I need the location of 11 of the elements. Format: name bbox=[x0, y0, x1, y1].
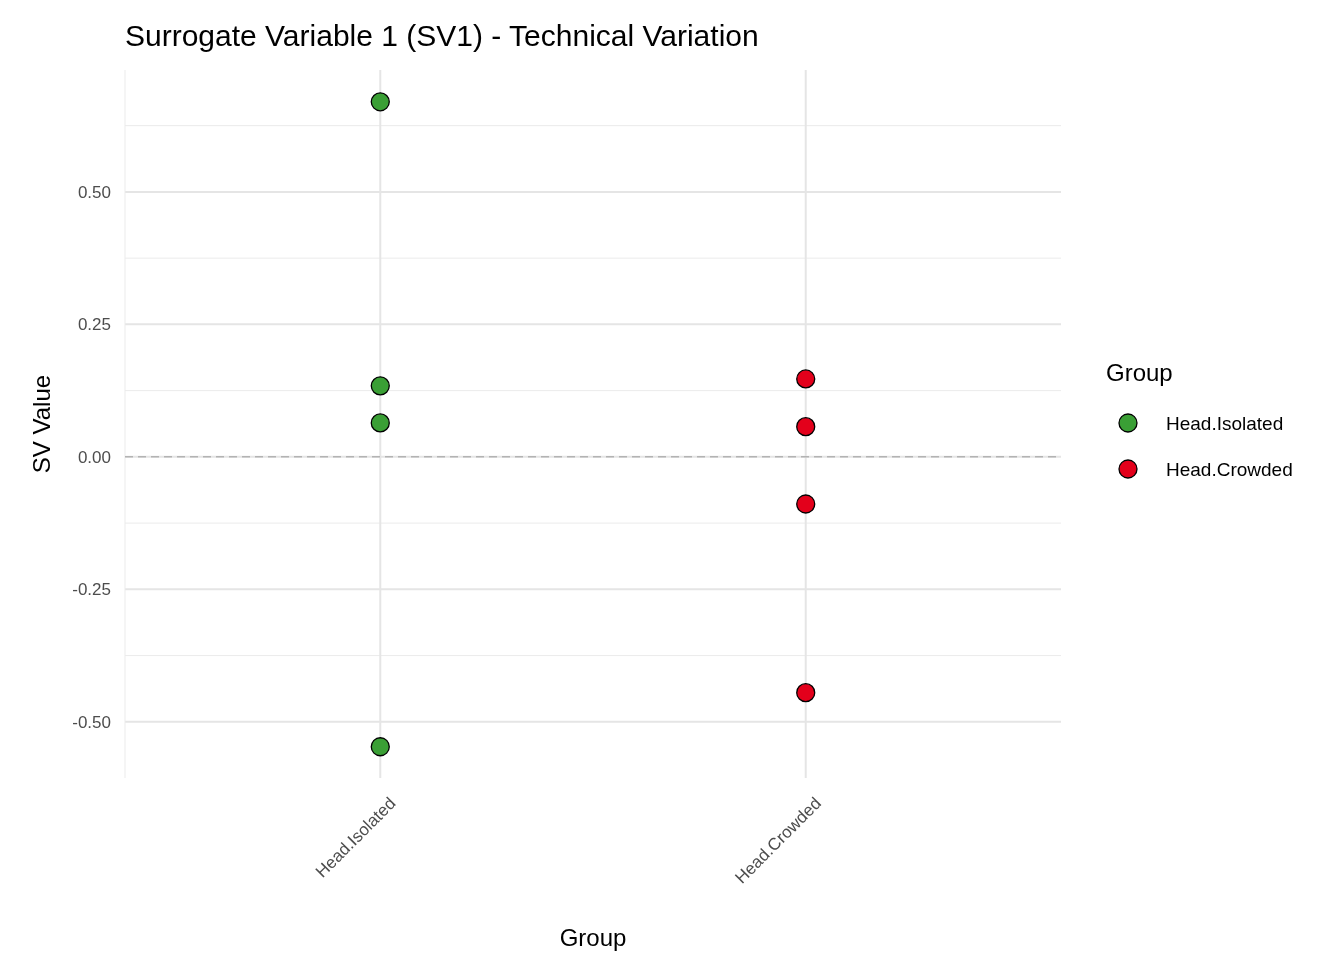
y-tick-label: 0.50 bbox=[77, 182, 111, 202]
legend-label: Head.Crowded bbox=[1166, 458, 1293, 480]
y-axis-title: SV Value bbox=[28, 374, 55, 474]
chart-title: Surrogate Variable 1 (SV1) - Technical Variation bbox=[125, 19, 759, 52]
y-tick-label: 0.00 bbox=[77, 447, 111, 467]
legend-label: Head.Isolated bbox=[1166, 412, 1284, 434]
y-tick-label: 0.25 bbox=[77, 315, 111, 335]
legend-title: Group bbox=[1106, 359, 1173, 386]
y-tick-label: -0.50 bbox=[72, 712, 111, 732]
x-axis-title: Group bbox=[559, 924, 627, 951]
y-tick-label: -0.25 bbox=[72, 580, 111, 600]
